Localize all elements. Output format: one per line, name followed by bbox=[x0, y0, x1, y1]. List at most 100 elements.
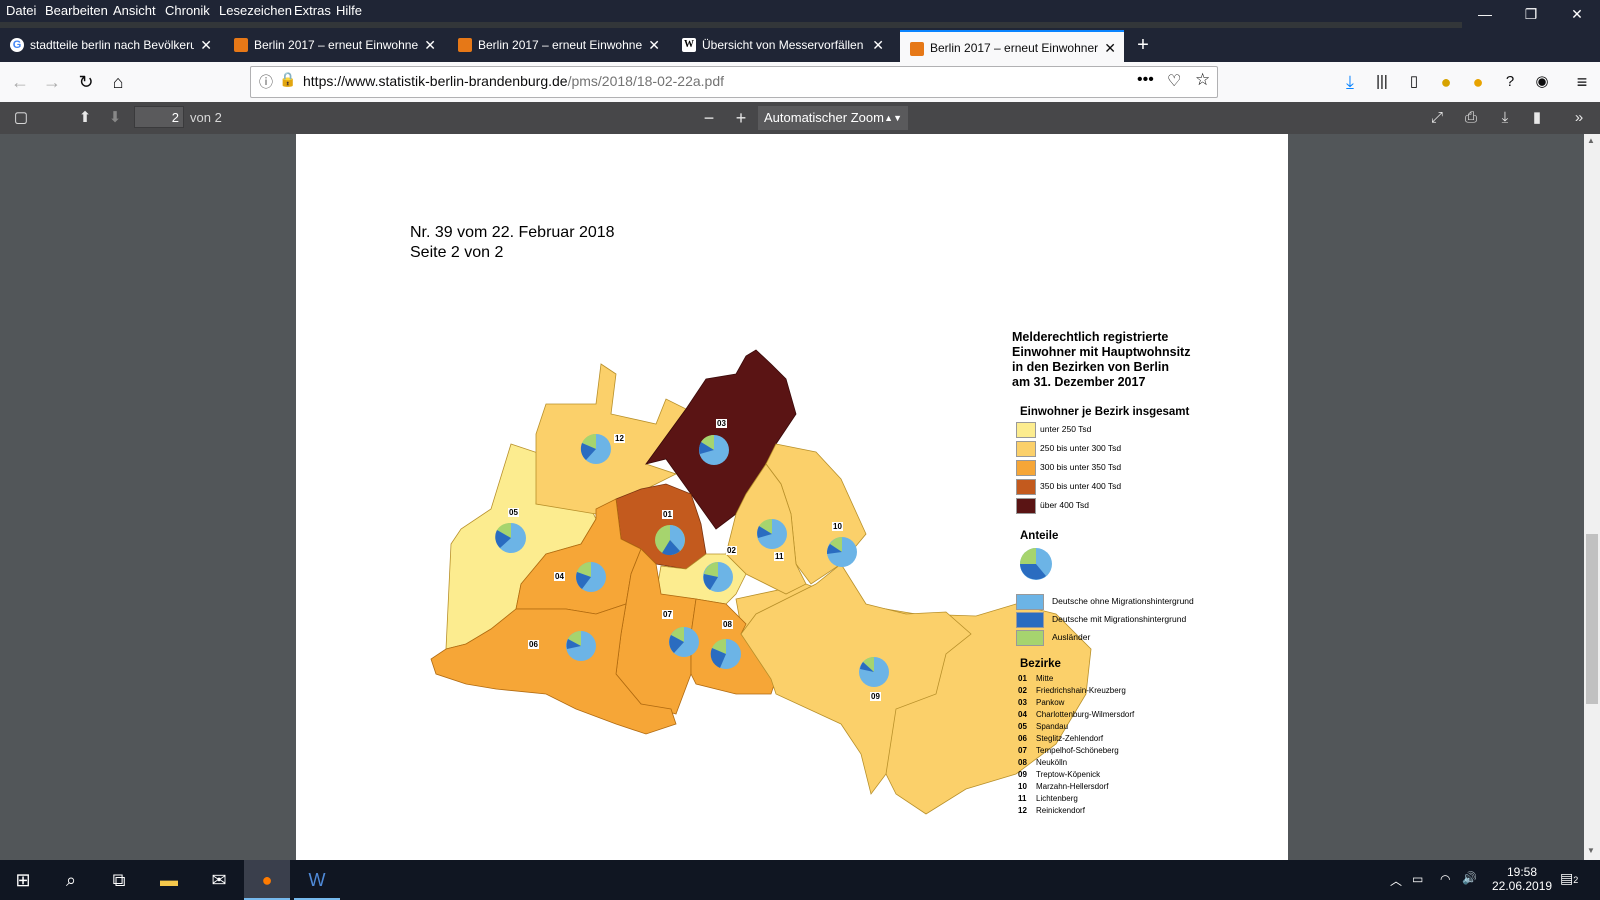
chevron-down-icon: ▲▼ bbox=[884, 113, 902, 123]
url-text: https://www.statistik-berlin-brandenburg… bbox=[303, 73, 724, 89]
map-label-12: 12 bbox=[614, 434, 625, 443]
task-view-icon[interactable]: ⧉ bbox=[112, 870, 126, 890]
back-icon[interactable]: ← bbox=[11, 72, 29, 92]
district-name: Mitte bbox=[1036, 674, 1054, 683]
previous-page-icon[interactable]: ⬆ bbox=[78, 109, 92, 126]
download-icon[interactable]: ⤓ bbox=[1346, 72, 1354, 92]
help-icon[interactable]: ? bbox=[1505, 73, 1515, 90]
url-bar[interactable]: ⓘ 🔒 https://www.statistik-berlin-branden… bbox=[250, 66, 1218, 98]
close-tab-icon[interactable]: ✕ bbox=[424, 37, 436, 53]
tab-bar: G stadtteile berlin nach Bevölkeru ✕ Ber… bbox=[0, 28, 1600, 64]
forward-icon[interactable]: → bbox=[43, 72, 61, 92]
pie-chart-06 bbox=[566, 631, 596, 661]
tab-label: Berlin 2017 – erneut Einwohner bbox=[254, 38, 418, 52]
district-name: Pankow bbox=[1036, 698, 1065, 707]
library-icon[interactable]: ||| bbox=[1376, 73, 1388, 90]
firefox-icon[interactable]: ● bbox=[244, 860, 290, 900]
zoom-in-icon[interactable]: + bbox=[735, 108, 747, 128]
pocket-icon[interactable]: ♡ bbox=[1167, 73, 1182, 90]
restore-icon[interactable]: ❐ bbox=[1508, 0, 1554, 28]
bookmark-icon[interactable]: ▮ bbox=[1532, 109, 1542, 126]
doc-number: Nr. 39 vom 22. Februar 2018 bbox=[410, 224, 615, 241]
reload-icon[interactable]: ↻ bbox=[78, 72, 94, 92]
legend-swatch bbox=[1016, 498, 1036, 514]
notification-icon[interactable]: ▤2 bbox=[1560, 870, 1579, 886]
legend-label: Ausländer bbox=[1052, 632, 1091, 642]
menu-hilfe[interactable]: Hilfe bbox=[336, 3, 363, 18]
district-code: 07 bbox=[1018, 746, 1027, 755]
extension-search-icon[interactable]: ● bbox=[1440, 72, 1452, 92]
account-icon[interactable]: ◉ bbox=[1535, 73, 1549, 90]
scrollbar[interactable]: ▲ ▼ bbox=[1584, 134, 1600, 860]
menu-datei[interactable]: Datei bbox=[6, 3, 37, 18]
scroll-down-icon[interactable]: ▼ bbox=[1587, 846, 1595, 855]
page-actions-icon[interactable]: ••• bbox=[1137, 71, 1154, 88]
zoom-out-icon[interactable]: − bbox=[703, 108, 715, 128]
home-icon[interactable]: ⌂ bbox=[112, 72, 124, 92]
file-explorer-icon[interactable]: ▬ bbox=[160, 870, 178, 890]
legend-shares-title: Anteile bbox=[1020, 530, 1059, 542]
tools-icon[interactable]: » bbox=[1574, 109, 1584, 126]
presentation-mode-icon[interactable]: ⤢ bbox=[1430, 109, 1443, 126]
extension-home-icon[interactable]: ● bbox=[1472, 72, 1484, 92]
tab-wikipedia[interactable]: W Übersicht von Messervorfällen ✕ bbox=[672, 28, 892, 62]
menu-hamburger-icon[interactable]: ≡ bbox=[1576, 72, 1588, 92]
district-name: Tempelhof-Schöneberg bbox=[1036, 746, 1119, 755]
mail-icon[interactable]: ✉ bbox=[211, 870, 227, 890]
save-icon[interactable]: ⤓ bbox=[1501, 109, 1509, 126]
map-title-line: am 31. Dezember 2017 bbox=[1012, 375, 1146, 389]
next-page-icon[interactable]: ⬇ bbox=[108, 109, 122, 126]
page-number-input[interactable]: 2 bbox=[134, 106, 184, 128]
word-icon[interactable]: W bbox=[294, 860, 340, 900]
menu-bearbeiten[interactable]: Bearbeiten bbox=[45, 3, 108, 18]
minimize-icon[interactable]: — bbox=[1462, 0, 1508, 28]
menu-lesezeichen[interactable]: Lesezeichen bbox=[219, 3, 292, 18]
print-icon[interactable]: ⎙ bbox=[1464, 109, 1477, 126]
legend-swatch bbox=[1016, 612, 1044, 628]
tab-pdf-2[interactable]: Berlin 2017 – erneut Einwohner ✕ bbox=[448, 28, 668, 62]
close-tab-icon[interactable]: ✕ bbox=[1104, 40, 1116, 56]
bookmark-star-icon[interactable]: ☆ bbox=[1195, 70, 1211, 89]
new-tab-icon[interactable]: + bbox=[1137, 34, 1149, 56]
tab-label: stadtteile berlin nach Bevölkeru bbox=[30, 38, 194, 52]
wifi-icon[interactable]: ◠ bbox=[1440, 872, 1451, 886]
tab-pdf-1[interactable]: Berlin 2017 – erneut Einwohner ✕ bbox=[224, 28, 444, 62]
tab-pdf-active[interactable]: Berlin 2017 – erneut Einwohner ✕ bbox=[900, 30, 1124, 64]
menu-chronik[interactable]: Chronik bbox=[165, 3, 210, 18]
sidebar-toggle-icon[interactable]: ▢ bbox=[13, 109, 29, 126]
menu-ansicht[interactable]: Ansicht bbox=[113, 3, 156, 18]
scrollbar-thumb[interactable] bbox=[1586, 534, 1598, 704]
district-name: Friedrichshain-Kreuzberg bbox=[1036, 686, 1126, 695]
map-title-line: Einwohner mit Hauptwohnsitz bbox=[1012, 345, 1191, 359]
tab-google[interactable]: G stadtteile berlin nach Bevölkeru ✕ bbox=[0, 28, 220, 62]
pie-chart-03 bbox=[699, 434, 729, 465]
close-tab-icon[interactable]: ✕ bbox=[200, 37, 212, 53]
battery-icon[interactable]: ▭ bbox=[1412, 872, 1424, 886]
close-tab-icon[interactable]: ✕ bbox=[648, 37, 660, 53]
lock-icon: 🔒 bbox=[279, 71, 297, 87]
sidebar-icon[interactable]: ▯ bbox=[1409, 73, 1419, 90]
google-icon: G bbox=[10, 38, 24, 52]
pie-chart-02 bbox=[703, 562, 733, 592]
pdf-page: Nr. 39 vom 22. Februar 2018 Seite 2 von … bbox=[296, 134, 1288, 860]
zoom-select[interactable]: Automatischer Zoom ▲▼ bbox=[758, 106, 908, 130]
windows-start-icon[interactable]: ⊞ bbox=[15, 870, 31, 890]
district-name: Lichtenberg bbox=[1036, 794, 1078, 803]
close-window-icon[interactable]: ✕ bbox=[1554, 0, 1600, 28]
map-label-11: 11 bbox=[774, 552, 785, 561]
info-icon[interactable]: ⓘ bbox=[259, 74, 273, 90]
clock[interactable]: 19:58 22.06.2019 bbox=[1492, 865, 1552, 893]
pdf-icon bbox=[234, 38, 248, 52]
volume-icon[interactable]: 🔊 bbox=[1462, 871, 1477, 885]
tab-label: Berlin 2017 – erneut Einwohner bbox=[478, 38, 642, 52]
map-label-01: 01 bbox=[662, 510, 673, 519]
district-code: 06 bbox=[1018, 734, 1027, 743]
menu-extras[interactable]: Extras bbox=[294, 3, 331, 18]
legend-swatch bbox=[1016, 630, 1044, 646]
chevron-up-icon[interactable]: ︿ bbox=[1390, 874, 1403, 888]
scroll-up-icon[interactable]: ▲ bbox=[1587, 136, 1595, 145]
district-name: Steglitz-Zehlendorf bbox=[1036, 734, 1104, 743]
search-icon[interactable]: ⌕ bbox=[65, 870, 77, 890]
map-label-02: 02 bbox=[726, 546, 737, 555]
close-tab-icon[interactable]: ✕ bbox=[872, 37, 884, 53]
